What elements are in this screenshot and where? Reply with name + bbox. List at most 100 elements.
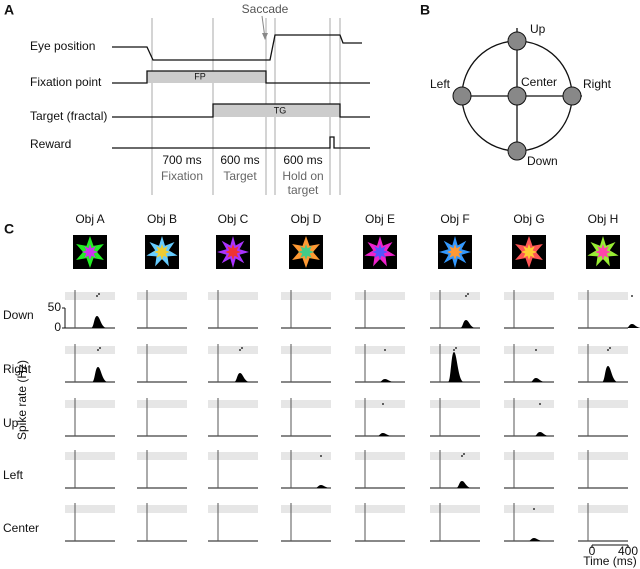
psth bbox=[530, 378, 546, 382]
psth bbox=[528, 538, 544, 541]
raster-band bbox=[430, 292, 480, 300]
position-label: Center bbox=[521, 75, 557, 89]
object-image bbox=[298, 244, 314, 260]
tg-label: TG bbox=[274, 105, 287, 115]
raster-band bbox=[504, 400, 554, 408]
psth bbox=[379, 379, 395, 382]
psth bbox=[234, 373, 250, 382]
raster-band bbox=[208, 452, 258, 460]
raster-band bbox=[137, 452, 187, 460]
object-image bbox=[447, 244, 463, 260]
raster-band bbox=[355, 400, 405, 408]
panel-label: B bbox=[420, 2, 430, 18]
position-label: Right bbox=[583, 77, 612, 91]
epoch-name: Fixation bbox=[161, 169, 203, 183]
object-label: Obj G bbox=[513, 212, 544, 226]
raster-band bbox=[281, 452, 331, 460]
spike bbox=[455, 347, 457, 349]
raster-band bbox=[430, 400, 480, 408]
psth bbox=[91, 316, 107, 328]
psth bbox=[460, 320, 476, 328]
spike bbox=[609, 347, 611, 349]
object-image bbox=[595, 244, 611, 260]
object-label: Obj C bbox=[218, 212, 249, 226]
raster-band bbox=[281, 505, 331, 513]
epoch-duration: 600 ms bbox=[283, 153, 322, 167]
psth bbox=[534, 432, 550, 436]
position-label: Down bbox=[527, 154, 558, 168]
rate-tick-label: 0 bbox=[54, 320, 61, 334]
epoch-name: target bbox=[288, 183, 319, 197]
raster-band bbox=[578, 400, 628, 408]
raster-band bbox=[578, 292, 628, 300]
spike bbox=[98, 293, 100, 295]
raster-band bbox=[137, 400, 187, 408]
psth bbox=[315, 485, 331, 488]
row-label: Target (fractal) bbox=[30, 109, 107, 123]
epoch-duration: 600 ms bbox=[220, 153, 259, 167]
raster-band bbox=[281, 292, 331, 300]
raster-band bbox=[578, 452, 628, 460]
spike bbox=[241, 347, 243, 349]
time-tick-label: 400 bbox=[618, 544, 638, 558]
object-label: Obj F bbox=[440, 212, 469, 226]
object-label: Obj E bbox=[365, 212, 395, 226]
object-image bbox=[521, 244, 537, 260]
spike bbox=[99, 347, 101, 349]
raster-band bbox=[504, 292, 554, 300]
raster-band bbox=[355, 452, 405, 460]
spike bbox=[463, 453, 465, 455]
psth bbox=[602, 366, 618, 382]
rate-tick-label: 50 bbox=[48, 300, 62, 314]
row-label: Up bbox=[3, 416, 19, 430]
position-label: Up bbox=[530, 22, 546, 36]
spike bbox=[467, 293, 469, 295]
raster-band bbox=[137, 505, 187, 513]
spike bbox=[539, 403, 541, 405]
raster-band bbox=[65, 346, 115, 354]
row-label: Center bbox=[3, 521, 39, 535]
raster-band bbox=[355, 292, 405, 300]
spike bbox=[465, 295, 467, 297]
raster-band bbox=[137, 346, 187, 354]
psth bbox=[92, 367, 108, 382]
raster-band bbox=[208, 505, 258, 513]
object-image bbox=[372, 244, 388, 260]
psth bbox=[456, 481, 472, 488]
spike bbox=[631, 295, 633, 297]
raster-band bbox=[430, 346, 480, 354]
raster-band bbox=[430, 452, 480, 460]
raster-band bbox=[65, 452, 115, 460]
panel-label: C bbox=[4, 221, 14, 237]
object-image bbox=[82, 244, 98, 260]
row-label: Down bbox=[3, 308, 34, 322]
object-image bbox=[225, 244, 241, 260]
psth bbox=[448, 352, 464, 382]
raster-band bbox=[504, 346, 554, 354]
object-label: Obj A bbox=[75, 212, 104, 226]
epoch-name: Target bbox=[223, 169, 257, 183]
epoch-duration: 700 ms bbox=[162, 153, 201, 167]
row-label: Fixation point bbox=[30, 75, 102, 89]
psth bbox=[377, 433, 393, 436]
spike bbox=[384, 349, 386, 351]
row-label: Left bbox=[3, 468, 24, 482]
x-axis-label: Time (ms) bbox=[583, 554, 637, 568]
raster-band bbox=[355, 346, 405, 354]
fp-label: FP bbox=[194, 71, 206, 81]
object-label: Obj B bbox=[147, 212, 177, 226]
time-tick-label: 0 bbox=[589, 544, 596, 558]
spike bbox=[533, 508, 535, 510]
row-label: Eye position bbox=[30, 39, 95, 53]
raster-band bbox=[65, 292, 115, 300]
object-image bbox=[154, 244, 170, 260]
spike bbox=[535, 349, 537, 351]
raster-band bbox=[355, 505, 405, 513]
raster-band bbox=[208, 292, 258, 300]
raster-band bbox=[504, 505, 554, 513]
spike bbox=[607, 349, 609, 351]
raster-band bbox=[65, 400, 115, 408]
raster-band bbox=[430, 505, 480, 513]
row-label: Reward bbox=[30, 137, 71, 151]
